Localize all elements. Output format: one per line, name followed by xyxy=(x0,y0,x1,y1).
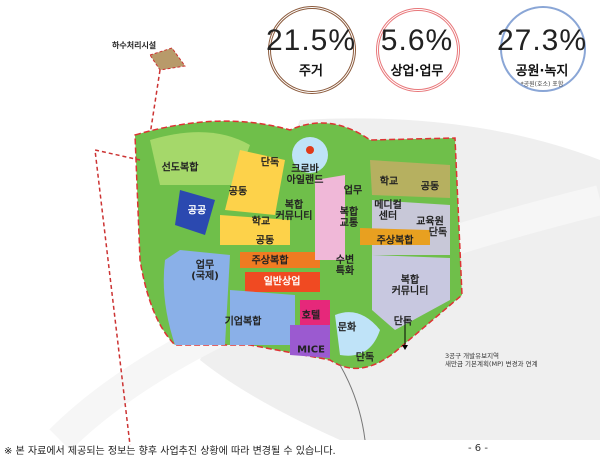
zone-label: 주상복합 xyxy=(376,235,414,247)
residential-ring xyxy=(268,6,356,94)
zone-label: 단독 xyxy=(260,157,280,169)
zone-label: 단독 xyxy=(355,352,375,364)
reserve-area-note: 3공구 개발유보지역 새만금 기본계획(MP) 변경과 연계 xyxy=(445,352,538,368)
zone-label: 학교 xyxy=(251,216,271,228)
zone-label: 문화 xyxy=(337,322,357,334)
zone-label: 업무 xyxy=(343,185,363,197)
zone-label: 공공 xyxy=(187,205,207,217)
footnote: ※ 본 자료에서 제공되는 정보는 향후 사업추진 상황에 따라 변경될 수 있… xyxy=(4,446,336,457)
zone-label: 교육원 xyxy=(416,216,444,228)
zone-label: 복합 커뮤니티 xyxy=(275,200,313,222)
zone-label: MICE xyxy=(297,344,325,356)
zone-label: 크로바 아일랜드 xyxy=(286,164,324,186)
stat-value: 21.5% xyxy=(265,24,357,57)
stat-residential: 21.5% 주거 xyxy=(266,24,356,79)
stat-value: 27.3% xyxy=(496,24,588,57)
zone-label: 메디컬 센터 xyxy=(374,200,402,222)
stat-category: 상업·업무 xyxy=(390,64,444,79)
stat-park: 27.3% 공원·녹지 *공원(호소) 포함 xyxy=(497,24,587,88)
zone-label: 공동 xyxy=(228,186,248,198)
zone-label: 수변 특화 xyxy=(335,255,355,277)
sewage-facility-label: 하수처리시설 xyxy=(112,41,157,50)
zone-label: 일반상업 xyxy=(263,276,301,288)
zone-label: 단독 xyxy=(393,316,413,328)
commercial-ring xyxy=(376,8,460,92)
stat-commercial: 5.6% 상업·업무 xyxy=(381,24,453,79)
zone-label: 공동 xyxy=(420,181,440,193)
stat-category: 주거 xyxy=(299,64,323,79)
zone-label: 주상복합 xyxy=(251,255,289,267)
zone-label: 학교 xyxy=(379,176,399,188)
zone-label: 단독 xyxy=(428,227,448,239)
zone-label: 공동 xyxy=(255,235,275,247)
park-ring xyxy=(500,6,586,92)
zone-label: 업무 (국제) xyxy=(191,260,219,282)
page-number: - 6 - xyxy=(468,443,488,454)
zone-label: 선도복합 xyxy=(161,162,199,174)
stat-value: 5.6% xyxy=(380,24,454,57)
stat-note: *공원(호소) 포함 xyxy=(520,81,564,88)
zone-label: 호텔 xyxy=(301,310,321,322)
stat-category: 공원·녹지 xyxy=(515,64,569,79)
zone-label: 복합 커뮤니티 xyxy=(391,275,429,297)
zone-label: 복합 교통 xyxy=(339,207,359,229)
zone-label: 기업복합 xyxy=(224,316,262,328)
